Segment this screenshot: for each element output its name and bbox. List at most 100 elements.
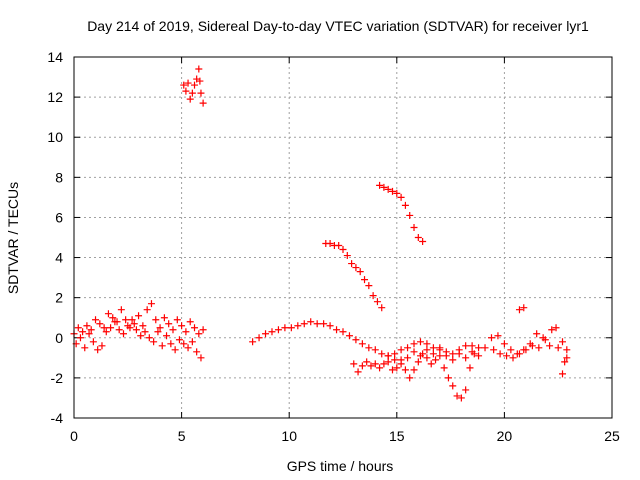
data-point xyxy=(358,362,366,370)
data-point xyxy=(535,344,543,352)
data-point xyxy=(384,358,392,366)
data-point xyxy=(358,340,366,348)
data-point xyxy=(111,318,119,326)
data-point xyxy=(432,356,440,364)
data-point xyxy=(503,352,511,360)
data-point xyxy=(367,362,375,370)
data-point xyxy=(528,342,536,350)
x-tick-label: 5 xyxy=(178,428,186,444)
data-point xyxy=(182,328,190,336)
data-point xyxy=(76,334,84,342)
data-point xyxy=(371,360,379,368)
data-point xyxy=(195,330,203,338)
data-point xyxy=(393,189,401,197)
data-point xyxy=(406,211,414,219)
data-point xyxy=(541,336,549,344)
data-point xyxy=(552,324,560,332)
data-point xyxy=(141,328,149,336)
data-point xyxy=(175,336,183,344)
data-point xyxy=(500,340,508,348)
data-point xyxy=(104,310,112,318)
data-point xyxy=(169,326,177,334)
data-point xyxy=(139,322,147,330)
data-point xyxy=(410,223,418,231)
data-point xyxy=(380,360,388,368)
data-point xyxy=(369,292,377,300)
data-point xyxy=(397,193,405,201)
data-point xyxy=(380,183,388,191)
grid xyxy=(74,57,612,418)
data-point xyxy=(496,350,504,358)
data-point xyxy=(143,306,151,314)
data-point xyxy=(436,352,444,360)
series-prn-a xyxy=(70,300,207,338)
data-point xyxy=(124,322,132,330)
data-point xyxy=(100,324,108,332)
data-point xyxy=(419,238,427,246)
data-point xyxy=(184,344,192,352)
chart-title: Day 214 of 2019, Sidereal Day-to-day VTE… xyxy=(87,18,589,34)
data-point xyxy=(423,354,431,362)
data-point xyxy=(107,324,115,332)
data-point xyxy=(388,187,396,195)
data-point xyxy=(444,374,452,382)
y-tick-label: -4 xyxy=(51,410,64,426)
data-point xyxy=(449,382,457,390)
data-point xyxy=(354,368,362,376)
series-prn-c xyxy=(180,65,207,107)
data-point xyxy=(98,342,106,350)
data-point xyxy=(268,328,276,336)
data-point xyxy=(87,326,95,334)
data-point xyxy=(423,346,431,354)
data-point xyxy=(397,360,405,368)
data-point xyxy=(182,87,190,95)
data-point xyxy=(548,326,556,334)
data-point xyxy=(81,344,89,352)
data-point xyxy=(427,360,435,368)
data-point xyxy=(475,352,483,360)
data-point xyxy=(410,348,418,356)
data-point xyxy=(462,354,470,362)
data-point xyxy=(94,346,102,354)
data-point xyxy=(442,352,450,360)
data-point xyxy=(79,328,87,336)
data-point xyxy=(455,350,463,358)
data-point xyxy=(356,268,364,276)
data-point xyxy=(92,316,100,324)
data-point xyxy=(410,366,418,374)
data-point xyxy=(167,340,175,348)
data-point xyxy=(109,314,117,322)
data-point xyxy=(281,324,289,332)
data-point xyxy=(249,338,257,346)
data-point xyxy=(376,181,384,189)
data-point xyxy=(515,306,523,314)
data-point xyxy=(559,338,567,346)
x-tick-label: 0 xyxy=(70,428,78,444)
data-point xyxy=(449,350,457,358)
plot-frame xyxy=(73,56,613,419)
data-point xyxy=(406,374,414,382)
data-point xyxy=(470,350,478,358)
data-point xyxy=(96,320,104,328)
data-point xyxy=(384,352,392,360)
data-point xyxy=(137,332,145,340)
data-point xyxy=(440,364,448,372)
data-point xyxy=(262,330,270,338)
data-point xyxy=(436,344,444,352)
data-point xyxy=(180,340,188,348)
data-point xyxy=(307,318,315,326)
data-point xyxy=(197,354,205,362)
data-point xyxy=(520,304,528,312)
data-point xyxy=(150,338,158,346)
data-point xyxy=(348,260,356,268)
data-point xyxy=(515,350,523,358)
data-point xyxy=(178,322,186,330)
data-point xyxy=(494,332,502,340)
series-prn-d xyxy=(249,318,571,362)
data-point xyxy=(196,77,204,85)
data-point xyxy=(561,358,569,366)
data-point xyxy=(423,340,431,348)
x-tick-label: 15 xyxy=(389,428,405,444)
data-point xyxy=(333,326,341,334)
